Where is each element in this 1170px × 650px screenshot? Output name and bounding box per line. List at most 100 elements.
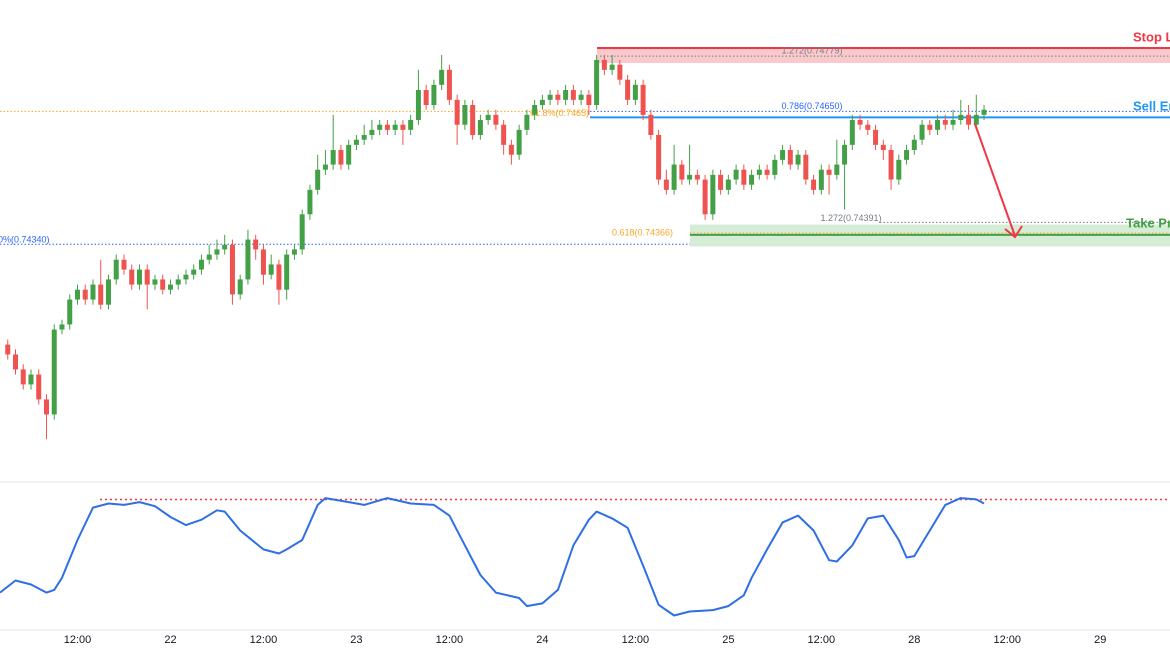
candle-body [772,159,778,175]
candle-body [214,249,220,255]
candle-body [516,129,522,155]
candle-body [617,64,623,80]
candle-body [656,135,662,180]
candle-body [160,279,166,290]
trade-arrow [974,123,1023,239]
candle-body [129,269,135,285]
fib-label: 0.618(0.74366) [612,228,673,238]
level-label: Take Profit [1126,215,1170,230]
candle-body [183,274,189,280]
candle-body [20,369,26,385]
candle-body [873,129,879,145]
candle-body [229,244,235,295]
candle-body [90,284,96,300]
candle-body [353,139,359,145]
candle-body [718,174,724,190]
candle-body [950,120,956,125]
candle-body [826,169,832,175]
candle-body [919,124,925,140]
fib-label: 1.272(0.74779) [781,46,842,56]
candle-body [927,124,933,130]
candle-body [501,124,507,145]
candle-body [470,105,476,135]
candle-body [105,279,111,305]
candle-body [477,120,483,135]
candle-body [369,129,375,135]
candle-body [958,114,964,120]
candle-body [973,114,979,125]
candle-body [268,264,274,275]
candle-body [811,179,817,190]
candle-body [578,94,584,100]
candle-body [322,164,328,170]
candle-body [462,105,468,125]
candle-body [493,114,499,125]
candle-body [834,164,840,175]
candle-body [454,99,460,125]
candle-body [609,64,615,70]
candle-body [400,124,406,130]
x-tick-label: 12:00 [436,634,464,646]
candle-body [625,79,631,100]
x-tick-label: 12:00 [622,634,650,646]
x-tick-label: 23 [350,634,362,646]
candle-body [749,174,755,185]
candle-body [284,254,290,290]
candle-body [43,399,49,415]
candle-body [694,174,700,180]
candle-body [842,144,848,165]
price-layer [0,54,1170,617]
candle-body [384,124,390,130]
candle-body [431,84,437,105]
candle-body [446,69,452,100]
candle-body [439,69,445,85]
candle-body [67,299,73,325]
x-tick-label: 12:00 [64,634,92,646]
candle-body [113,259,119,280]
candle-body [415,90,421,120]
candle-body [787,150,793,165]
candle-body [741,169,747,185]
candle-body [136,269,142,285]
candle-body [911,139,917,150]
x-tick-label: 22 [164,634,176,646]
candle-body [904,150,910,160]
candle-body [5,344,11,355]
candle-body [12,354,18,370]
x-tick-label: 25 [722,634,734,646]
candle-body [198,259,204,270]
candle-body [849,120,855,145]
candle-body [780,150,786,160]
candle-body [524,114,530,130]
candle-body [260,249,266,275]
level-label: Stop Loss [1133,29,1170,44]
candle-body [361,135,367,140]
candle-body [253,239,259,250]
candle-body [74,289,80,300]
candle-body [167,284,173,290]
candle-body [144,269,150,285]
candle-body [563,90,569,100]
candle-body [865,124,871,130]
candle-body [896,159,902,180]
candle-body [237,279,243,295]
fib-label: 100%(0.74340) [0,235,50,245]
candle-body [966,114,972,125]
x-tick-label: 29 [1094,634,1106,646]
candle-body [377,124,383,130]
label-layer: 12:00 22 12:00 23 12:00 24 12:00 25 12:00 28 12:00… [64,29,1170,645]
candle-body [121,259,127,270]
candle-body [315,169,321,190]
level-label: Sell Entry [1133,98,1170,113]
candle-body [245,239,251,280]
candle-body [756,169,762,175]
candle-body [36,374,42,400]
candle-body [222,244,228,250]
candle-body [725,179,731,190]
candle-body [935,120,941,130]
candle-body [795,154,801,165]
candle-body [687,174,693,180]
x-tick-label: 12:00 [994,634,1022,646]
